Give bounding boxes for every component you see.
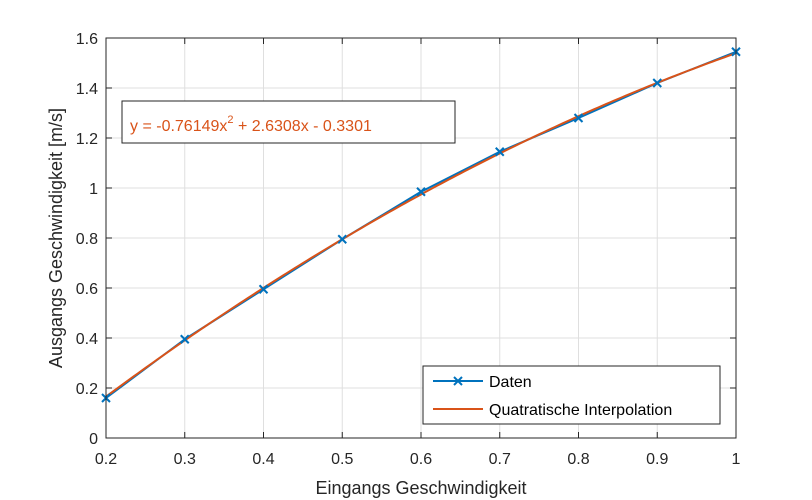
- fit-equation-box: y = -0.76149x2 + 2.6308x - 0.3301: [121, 100, 456, 144]
- series-layer: [101, 47, 741, 403]
- x-tick-label: 0.7: [489, 451, 511, 468]
- x-axis-title: Eingangs Geschwindigkeit: [315, 478, 526, 498]
- x-tick-label: 0.6: [410, 451, 432, 468]
- fit-equation-exponent: 2: [227, 114, 233, 126]
- y-axis-title: Ausgangs Geschwindigkeit [m/s]: [46, 108, 66, 368]
- legend: Daten Quatratische Interpolation: [422, 365, 721, 425]
- legend-label-daten: Daten: [489, 374, 532, 391]
- y-tick-label: 0.4: [76, 331, 98, 348]
- fit-equation: y = -0.76149x2 + 2.6308x - 0.3301: [130, 114, 372, 135]
- x-tick-label: 1: [732, 451, 741, 468]
- series-quatratische-interpolation-line: [105, 52, 737, 398]
- fit-equation-prefix: y = -0.76149x: [130, 118, 227, 135]
- y-tick-label: 0.2: [76, 381, 98, 398]
- fit-equation-frame: [121, 100, 456, 144]
- daten-point-marker: [416, 187, 426, 197]
- daten-point-marker: [495, 147, 505, 157]
- daten-point-marker: [652, 78, 662, 88]
- daten-point-marker: [573, 113, 584, 123]
- tick-labels: 0.2 0.3 0.4 0.5 0.6 0.7 0.8 0.9 1 0 0.2 0.4 0.6 0.8 1 1…: [76, 31, 741, 468]
- y-tick-label: 1.6: [76, 31, 98, 48]
- fit-equation-suffix: + 2.6308x - 0.3301: [234, 118, 372, 135]
- daten-point-marker: [180, 334, 190, 344]
- x-tick-label: 0.3: [174, 451, 196, 468]
- x-tick-label: 0.2: [95, 451, 117, 468]
- y-tick-label: 1.2: [76, 131, 98, 148]
- x-tick-label: 0.4: [252, 451, 274, 468]
- legend-daten-marker: [453, 376, 463, 386]
- y-tick-label: 1: [89, 181, 98, 198]
- y-tick-label: 0.6: [76, 281, 98, 298]
- y-tick-label: 1.4: [76, 81, 98, 98]
- legend-frame: [422, 365, 721, 425]
- y-tick-label: 0: [89, 431, 98, 448]
- x-tick-label: 0.8: [567, 451, 589, 468]
- x-tick-label: 0.5: [331, 451, 353, 468]
- daten-point-marker: [258, 284, 269, 294]
- x-tick-label: 0.9: [646, 451, 668, 468]
- y-tick-label: 0.8: [76, 231, 98, 248]
- daten-point-marker: [337, 234, 347, 244]
- ticks: [105, 37, 737, 439]
- legend-label-fit: Quatratische Interpolation: [489, 402, 672, 419]
